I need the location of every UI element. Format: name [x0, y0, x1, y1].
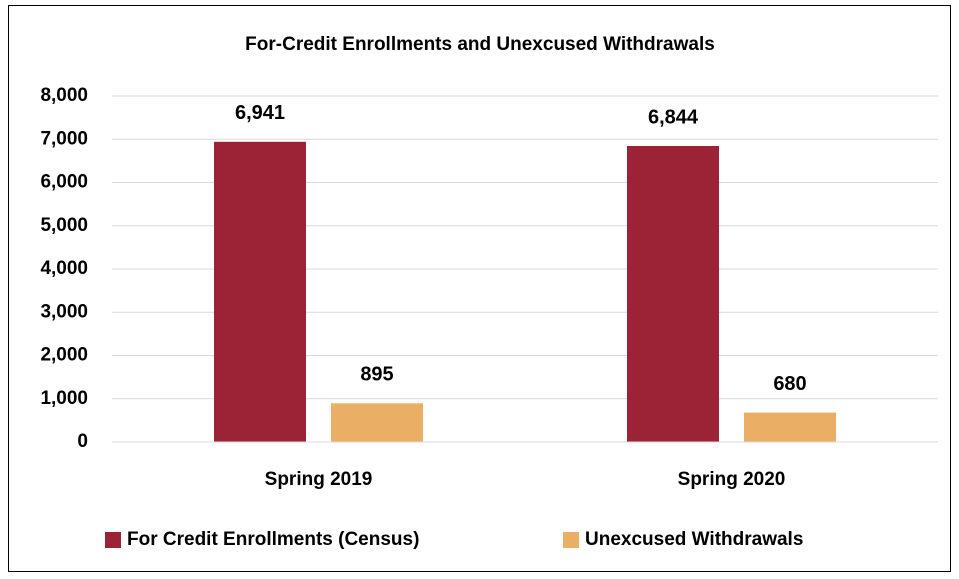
- y-tick-label: 7,000: [40, 128, 88, 149]
- y-tick-label: 1,000: [40, 388, 88, 409]
- bar: [627, 145, 719, 442]
- y-tick-label: 2,000: [40, 345, 88, 366]
- bar: [214, 141, 306, 442]
- bar: [331, 403, 423, 442]
- y-tick-label: 8,000: [40, 85, 88, 106]
- y-tick-label: 6,000: [40, 172, 88, 193]
- y-tick-label: 5,000: [40, 215, 88, 236]
- legend-swatch: [105, 532, 121, 548]
- y-tick-label: 0: [77, 431, 88, 452]
- legend-swatch: [563, 532, 579, 548]
- chart-title: For-Credit Enrollments and Unexcused Wit…: [245, 34, 715, 55]
- data-label: 6,941: [235, 102, 285, 124]
- data-label: 680: [773, 373, 806, 395]
- data-label: 895: [360, 364, 393, 386]
- data-label: 6,844: [648, 106, 699, 128]
- x-tick-label: Spring 2019: [265, 469, 373, 490]
- legend-label: Unexcused Withdrawals: [585, 529, 803, 550]
- chart-border: [8, 5, 951, 572]
- x-tick-label: Spring 2020: [678, 469, 786, 490]
- legend-label: For Credit Enrollments (Census): [127, 529, 419, 550]
- bar: [744, 412, 836, 442]
- y-tick-label: 4,000: [40, 258, 88, 279]
- y-tick-label: 3,000: [40, 301, 88, 322]
